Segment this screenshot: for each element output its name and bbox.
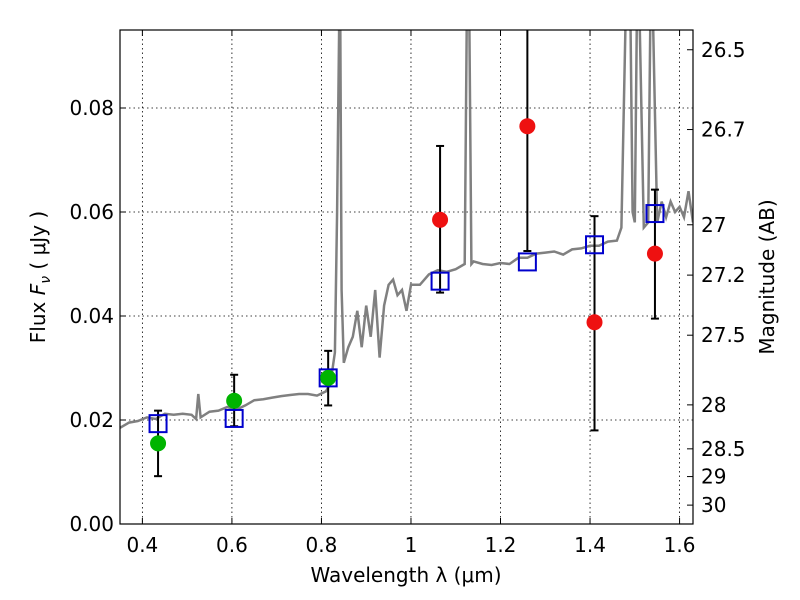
y-axis-label-units: ( μJy ) — [26, 211, 50, 276]
model-point — [517, 252, 537, 272]
x-tick-label: 1.4 — [574, 533, 606, 557]
model-point — [148, 414, 168, 434]
model-point — [318, 368, 338, 388]
y-axis-ticks: 0.00 0.02 0.04 0.06 0.08 — [69, 96, 126, 536]
model-spectrum-line — [120, 30, 693, 429]
magnitude-axis-label: Magnitude (AB) — [755, 199, 779, 354]
model-point — [224, 408, 244, 428]
magnitude-tick-label: 27.2 — [701, 263, 746, 287]
observed-point — [320, 369, 337, 386]
magnitude-axis-ticks: 26.5 26.7 27 27.2 27.5 28 28.5 29 30 — [687, 38, 746, 517]
y-axis-label-text: Flux — [26, 295, 50, 343]
x-tick-label: 0.4 — [126, 533, 158, 557]
observed-point — [226, 392, 243, 409]
plot-frame — [119, 29, 694, 525]
magnitude-tick-label: 29 — [701, 465, 726, 489]
y-axis-label-symbol: F — [26, 283, 50, 295]
grid — [120, 30, 693, 524]
y-tick-label: 0.08 — [69, 96, 114, 120]
magnitude-tick-label: 27 — [701, 213, 726, 237]
x-axis-label: Wavelength λ (μm) — [310, 563, 501, 587]
x-tick-label: 1.2 — [485, 533, 517, 557]
observed-point — [586, 314, 603, 331]
y-axis-label: Flux Fν ( μJy ) — [26, 211, 54, 343]
magnitude-tick-label: 28.5 — [701, 437, 746, 461]
x-tick-label: 0.6 — [216, 533, 248, 557]
y-axis-label-subscript: ν — [38, 276, 54, 284]
model-point — [430, 271, 450, 291]
magnitude-tick-label: 26.5 — [701, 38, 746, 62]
observed-point — [519, 118, 536, 135]
observed-point — [646, 245, 663, 262]
observed-point — [150, 435, 167, 452]
y-tick-label: 0.06 — [69, 200, 114, 224]
y-tick-label: 0.02 — [69, 408, 114, 432]
x-tick-label: 0.8 — [306, 533, 338, 557]
model-photometry-points — [148, 204, 665, 434]
x-tick-label: 1 — [405, 533, 418, 557]
magnitude-tick-label: 27.5 — [701, 323, 746, 347]
plot-area — [120, 30, 693, 478]
x-tick-label: 1.6 — [664, 533, 696, 557]
observed-photometry-points — [150, 118, 663, 452]
magnitude-tick-label: 28 — [701, 393, 726, 417]
magnitude-tick-label: 30 — [701, 493, 726, 517]
magnitude-tick-label: 26.7 — [701, 118, 746, 142]
x-axis-ticks: 0.4 0.6 0.8 1 1.2 1.4 1.6 — [126, 30, 695, 557]
model-point — [645, 204, 665, 224]
y-tick-label: 0.04 — [69, 304, 114, 328]
observed-point — [432, 211, 449, 228]
y-tick-label: 0.00 — [69, 512, 114, 536]
model-point — [585, 235, 605, 255]
